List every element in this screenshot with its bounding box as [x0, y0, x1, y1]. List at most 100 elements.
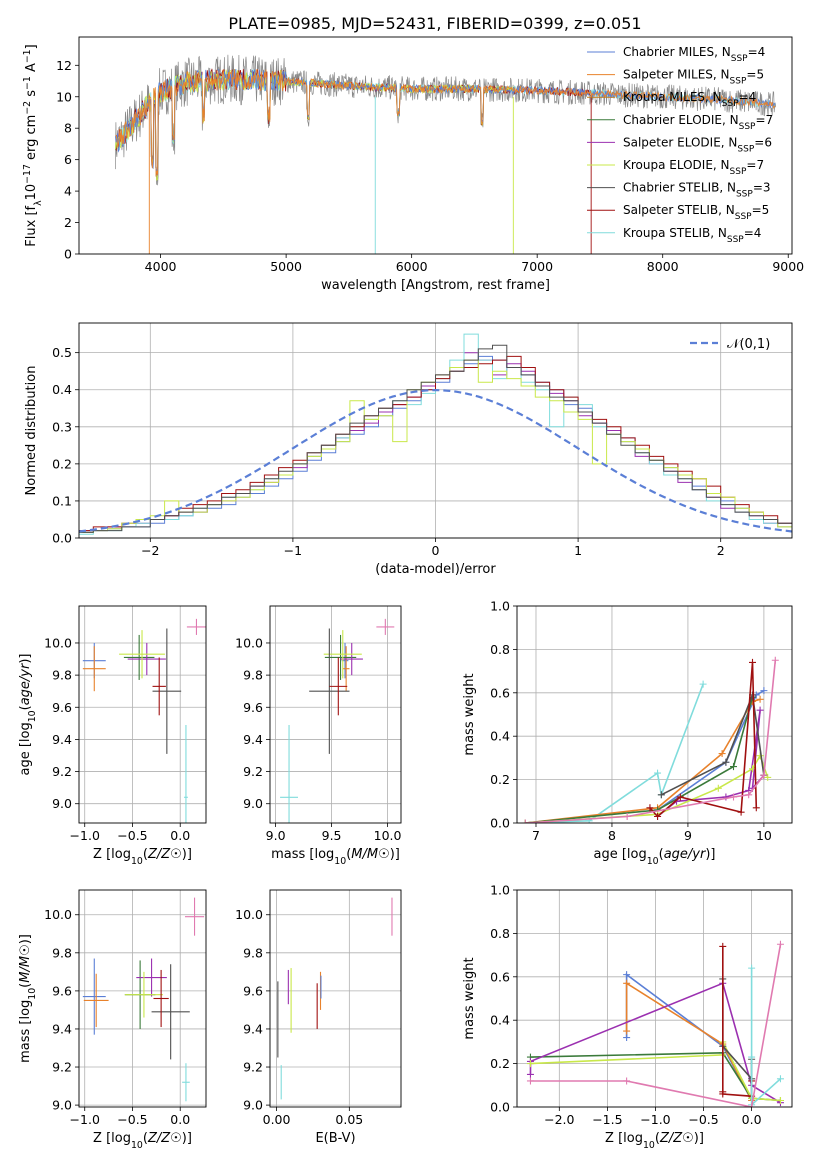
- weight-marker: [756, 695, 764, 703]
- x-tick-label: 9: [684, 828, 692, 843]
- weight-marker: [771, 656, 779, 664]
- y-tick-label: 0.4: [490, 1013, 510, 1028]
- weight-marker: [623, 979, 631, 987]
- plot-area-age_vs_Z: [82, 618, 206, 823]
- axes-frame: [78, 322, 793, 539]
- weight-marker: [526, 1070, 534, 1078]
- y-tick-label: 1.0: [490, 883, 510, 898]
- weight-marker: [699, 680, 707, 688]
- x-tick-label: 10: [756, 828, 772, 843]
- x-axis-label: Z [log10(Z/Z☉)]: [93, 1131, 192, 1151]
- spectrum-legend: Chabrier MILES, NSSP=4 Salpeter MILES, NS…: [587, 45, 773, 245]
- weight-marker: [676, 793, 684, 801]
- weight-marker: [748, 1103, 756, 1107]
- x-axis-label: mass [log10(M/M☉)]: [271, 847, 400, 867]
- y-tick-label: 0.4: [52, 382, 72, 397]
- plot-area-mass_vs_Z: [82, 897, 205, 1102]
- y-tick-label: 10.0: [44, 907, 72, 922]
- y-tick-label: 9.4: [243, 732, 263, 747]
- axes-frame: [78, 36, 793, 255]
- weight-marker: [764, 773, 772, 781]
- axes-frame: [269, 605, 402, 824]
- histogram-step-chabrier_stelib: [79, 344, 792, 533]
- x-tick-label: 9000: [772, 259, 804, 274]
- y-tick-label: 9.0: [243, 1098, 263, 1113]
- weight-marker: [623, 812, 631, 820]
- legend-label: Chabrier STELIB, NSSP=3: [623, 181, 771, 200]
- weight-line-salpeter_miles: [625, 981, 753, 1101]
- panel-age_vs_Z: −1.0 −0.5 0.0 9.0 9.2 9.4 9.6 9.8 10.0 Z [log10(Z…: [18, 605, 207, 867]
- weight-line-salpeter_miles: [525, 698, 761, 823]
- y-axis-label: mass [log10(M/M☉)]: [18, 934, 38, 1063]
- y-tick-label: 0.8: [490, 926, 510, 941]
- weight-marker: [714, 784, 722, 792]
- panel-spectrum: 4000 5000 6000 7000 8000 9000 0 2 4 6 8 10 12 wavelen…: [22, 36, 804, 293]
- x-tick-label: 0: [432, 543, 440, 558]
- y-tick-label: 9.8: [52, 668, 72, 683]
- page-title: PLATE=0985, MJD=52431, FIBERID=0399, z=0…: [228, 14, 641, 33]
- weight-marker: [776, 1075, 784, 1083]
- y-tick-label: 9.4: [243, 1021, 263, 1036]
- x-tick-label: 10.0: [374, 828, 402, 843]
- panel-mass_vs_ebv: 0.00 0.05 9.0 9.2 9.4 9.6 9.8 10.0 E(B-V): [235, 889, 402, 1146]
- y-tick-label: 0.1: [52, 493, 72, 508]
- weight-line-chabrier_miles: [625, 973, 753, 1101]
- weight-marker: [722, 793, 730, 801]
- y-tick-label: 9.6: [52, 700, 72, 715]
- y-tick-label: 0.0: [490, 816, 510, 831]
- x-tick-label: −2.0: [544, 1112, 574, 1127]
- weight-marker: [730, 793, 738, 801]
- weight-line-chabrier_miles: [657, 689, 765, 811]
- weight-marker: [748, 964, 756, 972]
- plot-area-mass_vs_ebv: [277, 897, 393, 1100]
- weight-line-pink: [525, 660, 777, 823]
- weight-marker: [722, 758, 730, 766]
- weight-marker: [776, 940, 784, 948]
- x-tick-label: 8000: [647, 259, 679, 274]
- y-tick-label: 9.0: [243, 796, 263, 811]
- y-tick-label: 0: [64, 247, 72, 262]
- weight-line-salpeter_stelib: [649, 662, 758, 818]
- plot-area-residuals: [79, 333, 792, 535]
- axes-frame: [516, 605, 793, 824]
- y-tick-label: 6: [64, 152, 72, 167]
- x-tick-label: 7000: [521, 259, 553, 274]
- x-tick-label: 0.05: [335, 1112, 363, 1127]
- y-axis-label: mass weight: [462, 673, 477, 755]
- y-tick-label: 10.0: [235, 907, 263, 922]
- weight-marker: [654, 812, 662, 820]
- weight-marker: [623, 1077, 631, 1085]
- legend-label: 𝒩(0,1): [727, 337, 770, 352]
- x-tick-label: 2: [717, 543, 725, 558]
- x-tick-label: −0.5: [117, 1112, 147, 1127]
- legend-label: Salpeter MILES, NSSP=5: [623, 68, 764, 87]
- x-tick-label: −0.5: [117, 828, 147, 843]
- y-tick-label: 9.0: [52, 1098, 72, 1113]
- legend-label: Kroupa MILES, NSSP=4: [623, 90, 756, 109]
- weight-marker: [776, 1096, 784, 1104]
- x-axis-label: Z [log10(Z/Z☉)]: [605, 1131, 704, 1151]
- y-tick-label: 0.6: [490, 685, 510, 700]
- x-tick-label: −1: [284, 543, 302, 558]
- weight-marker: [748, 658, 756, 666]
- plot-area-weight_vs_age: [521, 656, 779, 823]
- x-tick-label: 8: [608, 828, 616, 843]
- y-tick-label: 0.0: [490, 1100, 510, 1115]
- y-tick-label: 9.8: [243, 668, 263, 683]
- weight-marker: [657, 791, 665, 799]
- plot-area-weight_vs_Z: [526, 940, 784, 1107]
- weight-marker: [737, 808, 745, 816]
- weight-marker: [521, 819, 529, 823]
- y-tick-label: 0.8: [490, 642, 510, 657]
- x-tick-label: −2: [141, 543, 159, 558]
- y-tick-label: 9.6: [243, 700, 263, 715]
- x-tick-label: 9.0: [266, 828, 286, 843]
- histogram-step-salpeter_stelib: [79, 355, 792, 532]
- y-tick-label: 0.6: [490, 969, 510, 984]
- plot-area-spectrum: [115, 54, 777, 254]
- y-tick-label: 0.0: [52, 531, 72, 546]
- y-tick-label: 0.4: [490, 729, 510, 744]
- y-axis-label: mass weight: [462, 957, 477, 1039]
